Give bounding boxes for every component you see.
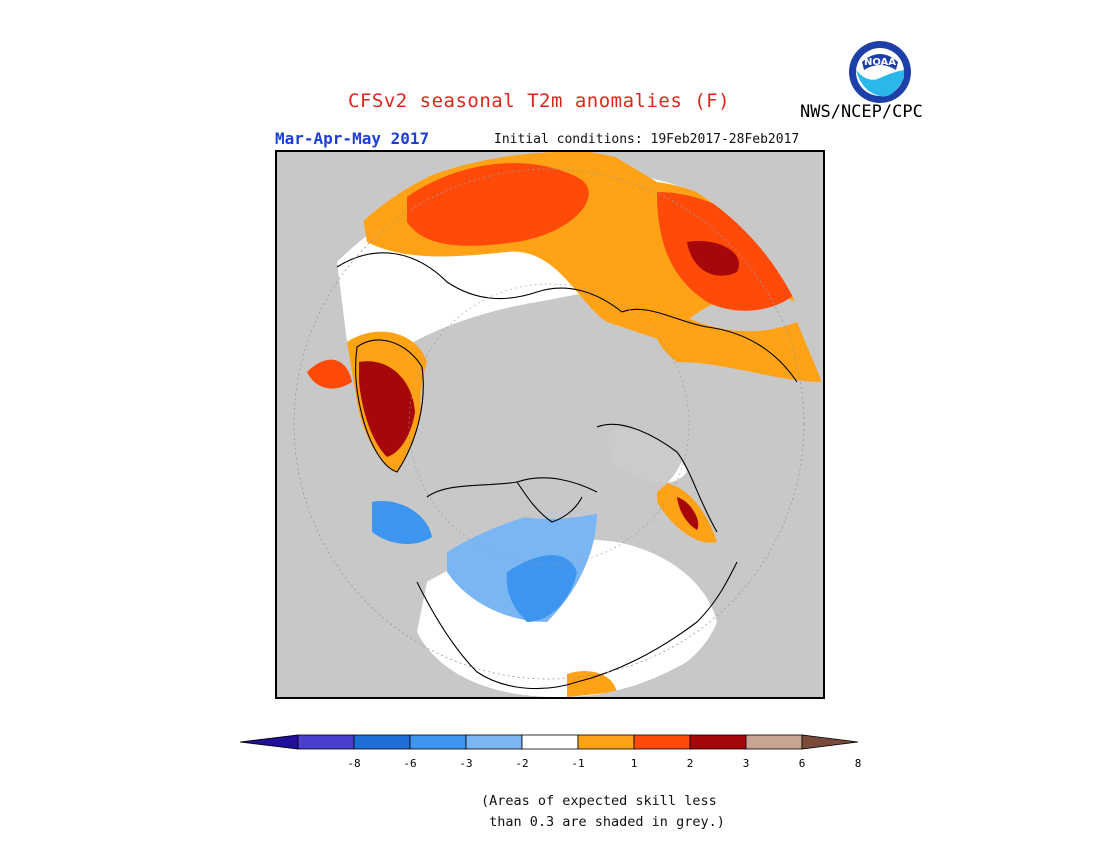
- colorbar-bin-10: [801, 734, 859, 750]
- colorbar-bin-6: [577, 734, 635, 750]
- initial-conditions: Initial conditions: 19Feb2017-28Feb2017: [494, 132, 800, 147]
- colorbar-bin-0: [239, 734, 299, 750]
- colorbar-bar: [239, 734, 859, 750]
- colorbar-bin-3: [409, 734, 467, 750]
- colorbar-tick-label: 1: [630, 757, 638, 770]
- skill-note: (Areas of expected skill less than 0.3 a…: [481, 793, 725, 830]
- anomaly-region-europe-red: [407, 163, 589, 246]
- colorbar-tick-label: -2: [515, 757, 529, 770]
- anomaly-region-chukotka-darkred: [677, 497, 699, 530]
- anomaly-region-us-orange: [567, 671, 617, 697]
- colorbar-bin-1: [297, 734, 355, 750]
- forecast-period: Mar-Apr-May 2017: [275, 129, 430, 148]
- colorbar-bin-4: [465, 734, 523, 750]
- colorbar-tick-label: -8: [347, 757, 361, 770]
- polar-map: [275, 150, 825, 699]
- low-skill-mask-arctic: [420, 329, 690, 519]
- colorbar-bin-8: [689, 734, 747, 750]
- colorbar-tick-label: 6: [798, 757, 806, 770]
- anomaly-region-greenland-red: [307, 359, 352, 389]
- colorbar-tick-label: 2: [686, 757, 694, 770]
- colorbar-tick-label: -3: [459, 757, 473, 770]
- anomaly-region-alaska-blue: [372, 501, 432, 544]
- colorbar-bin-5: [521, 734, 579, 750]
- colorbar-tick-label: 3: [742, 757, 750, 770]
- anomaly-region-east-asia-orange: [653, 302, 822, 382]
- colorbar-bin-7: [633, 734, 691, 750]
- colorbar-bin-9: [745, 734, 803, 750]
- chart-title: CFSv2 seasonal T2m anomalies (F): [348, 90, 731, 112]
- colorbar-tick-label: -1: [571, 757, 585, 770]
- colorbar-tick-label: 8: [854, 757, 862, 770]
- anomaly-region-asia-darkred: [687, 241, 739, 276]
- colorbar: -8 -6 -3 -2 -1 1 2 3 6 8: [239, 733, 862, 773]
- noaa-logo-text: NOAA: [864, 57, 896, 68]
- map-edge-circle: [293, 168, 805, 680]
- colorbar-tick-label: -6: [403, 757, 417, 770]
- agency-label: NWS/NCEP/CPC: [800, 102, 923, 122]
- colorbar-ticks: -8 -6 -3 -2 -1 1 2 3 6 8: [240, 757, 862, 773]
- colorbar-bin-2: [353, 734, 411, 750]
- anomaly-region-canada-blue: [506, 555, 577, 622]
- anomaly-region-greenland-darkred: [359, 361, 415, 457]
- polar-map-canvas: [277, 152, 823, 697]
- noaa-logo: NOAA: [849, 41, 911, 103]
